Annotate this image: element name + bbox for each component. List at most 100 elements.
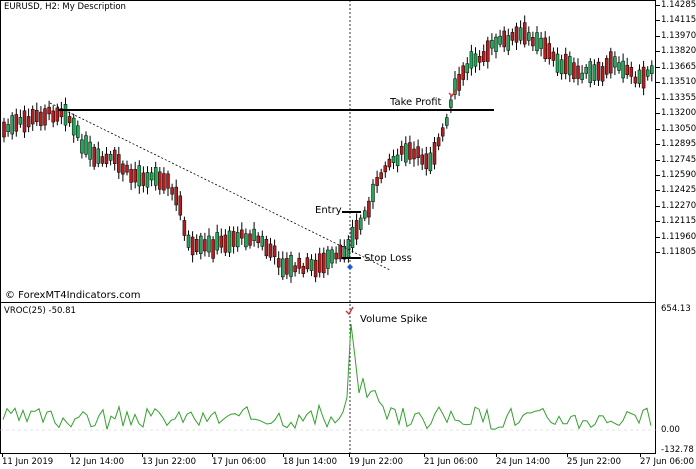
candle-body bbox=[117, 154, 121, 173]
candle-body bbox=[268, 243, 273, 258]
candle-body bbox=[51, 110, 55, 123]
candle-body bbox=[248, 233, 252, 246]
price-axis-tick bbox=[656, 82, 660, 84]
candle-body bbox=[256, 235, 260, 244]
candle-body bbox=[346, 239, 351, 259]
candle-body bbox=[600, 66, 605, 82]
candle-body bbox=[445, 117, 449, 126]
candle-body bbox=[88, 141, 92, 160]
candle-body bbox=[207, 235, 211, 253]
time-axis-label: 18 Jun 14:00 bbox=[283, 457, 337, 467]
candle-body bbox=[514, 26, 519, 43]
candle-body bbox=[317, 253, 322, 273]
price-axis-tick bbox=[656, 35, 660, 37]
candle-body bbox=[604, 58, 609, 75]
price-axis-tick bbox=[656, 66, 660, 68]
candle-body bbox=[436, 137, 441, 147]
candle-body bbox=[162, 173, 166, 191]
candle-body bbox=[47, 106, 51, 115]
candle-body bbox=[522, 22, 527, 45]
price-axis-label: 1.13355 bbox=[661, 92, 696, 103]
candle-body bbox=[260, 236, 265, 247]
candle-body bbox=[219, 235, 224, 248]
candle-body bbox=[84, 135, 88, 155]
candle-body bbox=[338, 244, 342, 260]
candle-body bbox=[2, 121, 6, 138]
candle-body bbox=[125, 164, 129, 173]
candle-body bbox=[596, 61, 601, 81]
candle-body bbox=[584, 66, 588, 74]
signal-diamond-icon bbox=[347, 264, 353, 270]
candle-body bbox=[625, 64, 629, 75]
candle-body bbox=[211, 239, 215, 259]
candle-body bbox=[490, 39, 494, 49]
candle-body bbox=[580, 72, 584, 80]
watermark: © ForexMT4Indicators.com bbox=[5, 290, 141, 301]
candle-body bbox=[281, 258, 285, 278]
candle-body bbox=[104, 153, 109, 164]
chart-header: EURUSD, H2: My Description bbox=[4, 2, 126, 12]
candle-body bbox=[432, 142, 437, 165]
candle-body bbox=[555, 53, 560, 73]
candle-body bbox=[301, 266, 306, 274]
candle-body bbox=[26, 116, 31, 128]
price-axis-tick bbox=[656, 252, 660, 254]
candle-body bbox=[55, 107, 60, 122]
candle-body bbox=[572, 62, 576, 79]
candle-body bbox=[285, 258, 289, 275]
candle-body bbox=[190, 236, 195, 256]
price-axis-tick bbox=[656, 20, 660, 22]
candle-body bbox=[309, 259, 314, 271]
price-axis-tick bbox=[656, 51, 660, 53]
candle-body bbox=[539, 37, 543, 49]
candle-body bbox=[535, 32, 539, 52]
candle-body bbox=[63, 104, 68, 126]
vroc-header: VROC(25) -50.81 bbox=[4, 306, 76, 316]
candle-body bbox=[182, 220, 187, 236]
candle-body bbox=[412, 148, 416, 160]
candle-body bbox=[453, 78, 457, 95]
time-axis-label: 13 Jun 22:00 bbox=[142, 457, 196, 467]
candle-body bbox=[379, 172, 383, 180]
candle-body bbox=[334, 252, 338, 260]
price-axis-tick bbox=[656, 174, 660, 176]
time-axis-tick bbox=[424, 454, 425, 457]
vroc-axis-label: 654.13 bbox=[661, 304, 691, 314]
vroc-axis-label: -132.78 bbox=[661, 445, 694, 455]
candle-body bbox=[440, 127, 445, 137]
candle-body bbox=[264, 238, 269, 257]
candle-body bbox=[576, 65, 580, 79]
candle-body bbox=[568, 56, 572, 76]
candle-body bbox=[449, 99, 453, 108]
candle-body bbox=[203, 239, 207, 252]
time-axis-tick bbox=[70, 454, 71, 457]
candle-body bbox=[621, 60, 625, 79]
time-axis-tick bbox=[142, 454, 143, 457]
candle-body bbox=[613, 56, 617, 68]
candle-body bbox=[80, 139, 84, 154]
candle-body bbox=[14, 114, 19, 132]
take-profit-check-icon bbox=[448, 88, 457, 98]
stop-loss-label: Stop Loss bbox=[364, 253, 412, 264]
candle-body bbox=[67, 116, 72, 124]
candle-body bbox=[199, 235, 203, 254]
candle-body bbox=[416, 146, 420, 158]
vroc-indicator-pane[interactable] bbox=[0, 303, 656, 454]
candle-body bbox=[166, 173, 170, 189]
candle-body bbox=[477, 56, 482, 63]
candle-body bbox=[76, 125, 80, 138]
candle-body bbox=[473, 53, 478, 67]
candle-body bbox=[498, 35, 502, 45]
candle-body bbox=[342, 246, 347, 260]
candle-body bbox=[71, 117, 76, 136]
candle-body bbox=[240, 229, 244, 239]
candle-body bbox=[137, 165, 142, 187]
candle-body bbox=[293, 265, 297, 273]
candle-body bbox=[252, 228, 256, 241]
vroc-line bbox=[2, 323, 652, 430]
candle-body bbox=[457, 74, 461, 91]
candle-body bbox=[158, 171, 162, 190]
candle-body bbox=[650, 65, 654, 74]
candle-body bbox=[502, 30, 506, 48]
